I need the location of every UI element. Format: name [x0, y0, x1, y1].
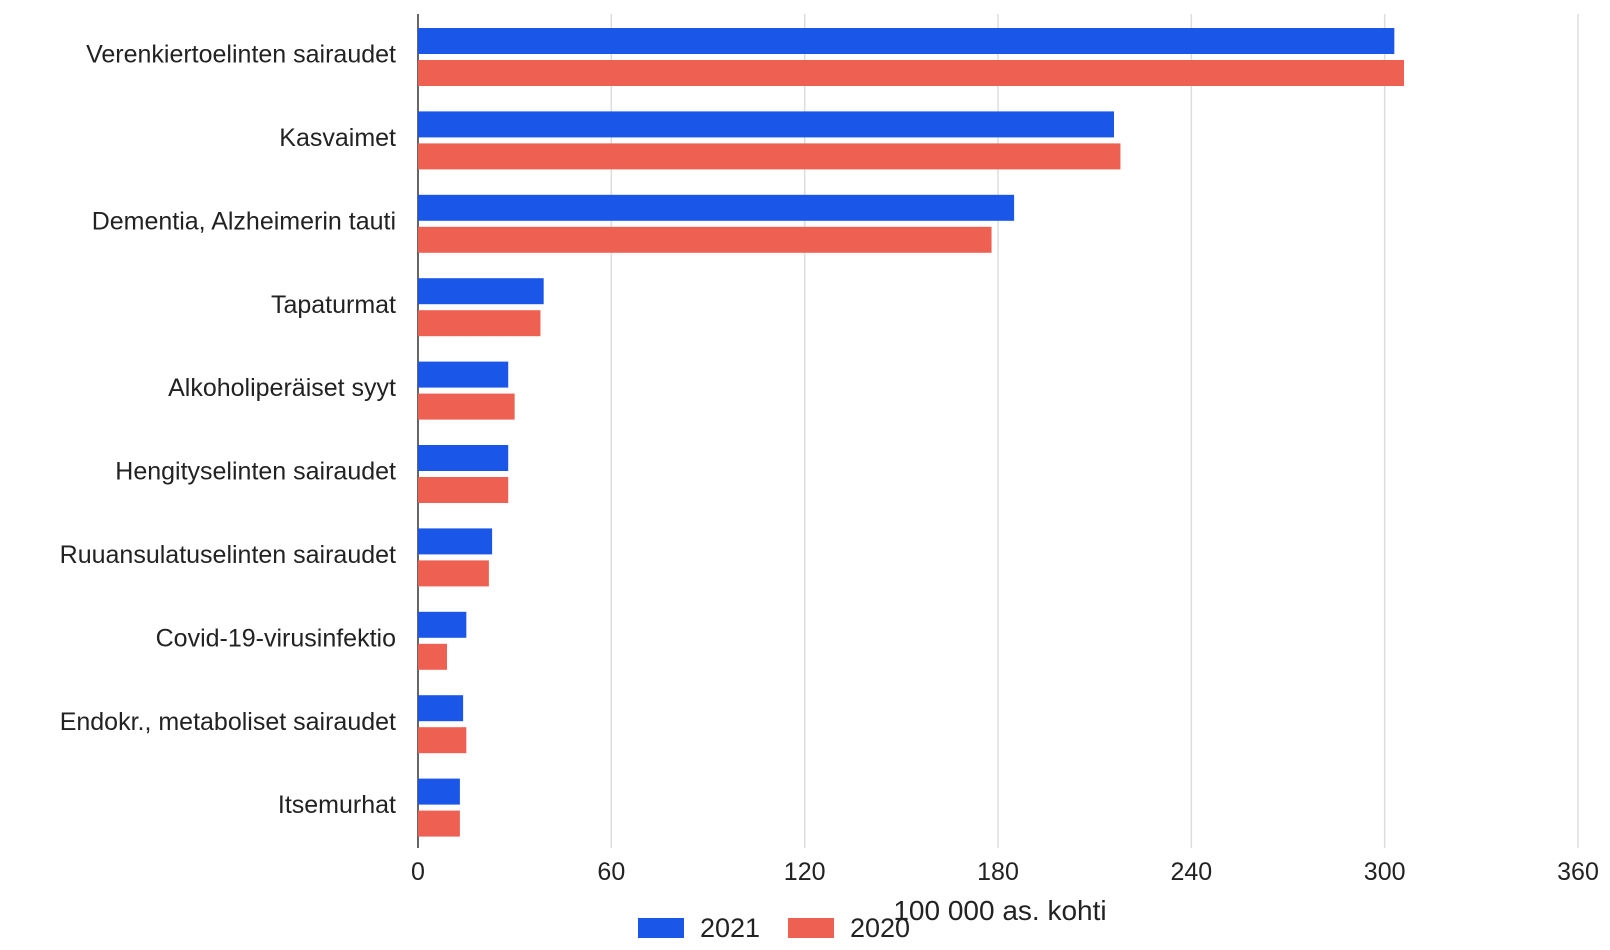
- category-label: Endokr., metaboliset sairaudet: [60, 708, 396, 736]
- bar-2021[interactable]: [418, 778, 460, 805]
- bar-2021[interactable]: [418, 361, 509, 388]
- bar-2020[interactable]: [418, 143, 1121, 170]
- bar-2021[interactable]: [418, 28, 1395, 54]
- bar-2020[interactable]: [418, 727, 467, 754]
- x-tick-label: 300: [1364, 858, 1406, 886]
- legend-swatch-2020: [788, 918, 834, 938]
- bar-2020[interactable]: [418, 643, 447, 670]
- legend: 2021 2020: [638, 913, 910, 943]
- x-tick-label: 180: [977, 858, 1019, 886]
- category-label: Kasvaimet: [279, 124, 396, 152]
- bar-2021[interactable]: [418, 445, 509, 471]
- bar-2021[interactable]: [418, 111, 1114, 138]
- x-tick-label: 240: [1170, 858, 1212, 886]
- bar-2021[interactable]: [418, 278, 544, 305]
- legend-label-2021: 2021: [700, 913, 760, 943]
- category-label: Alkoholiperäiset syyt: [168, 374, 396, 402]
- bar-2020[interactable]: [418, 393, 515, 420]
- bar-2020[interactable]: [418, 810, 460, 837]
- category-label: Hengityselinten sairaudet: [115, 458, 396, 486]
- category-label: Tapaturmat: [271, 291, 396, 319]
- category-label: Dementia, Alzheimerin tauti: [92, 207, 396, 235]
- x-axis-title: 100 000 as. kohti: [893, 895, 1106, 926]
- gridlines: [417, 14, 1579, 848]
- legend-label-2020: 2020: [850, 913, 910, 943]
- bars: [418, 28, 1404, 837]
- x-tick-label: 360: [1557, 858, 1599, 886]
- category-label: Covid-19-virusinfektio: [156, 624, 396, 652]
- x-tick-label: 120: [784, 858, 826, 886]
- bar-2020[interactable]: [418, 477, 509, 503]
- bar-2020[interactable]: [418, 226, 992, 253]
- bar-2021[interactable]: [418, 194, 1015, 221]
- bar-2021[interactable]: [418, 695, 464, 722]
- bar-2021[interactable]: [418, 528, 493, 555]
- category-label: Verenkiertoelinten sairaudet: [86, 41, 396, 69]
- x-tick-label: 60: [597, 858, 625, 886]
- bar-2020[interactable]: [418, 560, 489, 587]
- bar-2020[interactable]: [418, 60, 1404, 86]
- x-tick-labels: 0 60 120 180 240 300 360: [411, 858, 1599, 886]
- category-label: Itsemurhat: [278, 791, 396, 819]
- x-tick-label: 0: [411, 858, 425, 886]
- category-labels: Verenkiertoelinten sairaudet Kasvaimet Dem…: [60, 41, 396, 820]
- category-label: Ruuansulatuselinten sairaudet: [60, 541, 396, 569]
- legend-swatch-2021: [638, 918, 684, 938]
- bar-2021[interactable]: [418, 611, 467, 638]
- bar-2020[interactable]: [418, 310, 541, 337]
